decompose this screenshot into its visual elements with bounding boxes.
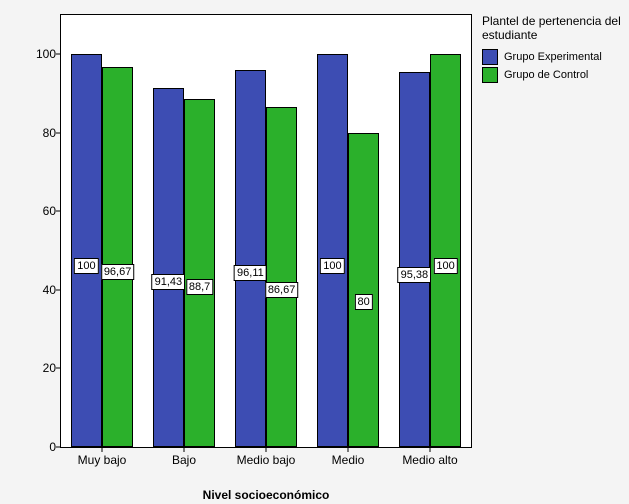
bar-value-label: 100 <box>74 258 98 274</box>
bar-value-label: 88,7 <box>186 279 213 295</box>
y-tick-label: 40 <box>26 283 56 297</box>
bar <box>153 88 184 447</box>
y-tick-mark <box>56 211 61 212</box>
y-tick-mark <box>56 447 61 448</box>
y-tick-label: 0 <box>26 440 56 454</box>
x-tick-label: Medio <box>332 453 365 467</box>
legend-label: Grupo de Control <box>504 69 588 81</box>
legend-item: Grupo Experimental <box>482 49 622 65</box>
bar-value-label: 96,67 <box>101 264 135 280</box>
bar-value-label: 100 <box>320 258 344 274</box>
bar-value-label: 86,67 <box>265 282 299 298</box>
bar <box>184 99 215 447</box>
legend-swatch <box>482 67 498 83</box>
bar-value-label: 95,38 <box>398 267 432 283</box>
legend: Plantel de pertenencia del estudiante Gr… <box>482 14 622 85</box>
bar <box>102 67 133 447</box>
bar <box>348 133 379 447</box>
bar-value-label: 100 <box>433 258 457 274</box>
bar <box>317 54 348 447</box>
x-tick-label: Muy bajo <box>78 453 127 467</box>
x-tick-label: Bajo <box>172 453 196 467</box>
x-tick-mark <box>266 447 267 452</box>
y-tick-mark <box>56 368 61 369</box>
legend-title: Plantel de pertenencia del estudiante <box>482 14 622 43</box>
bar <box>71 54 102 447</box>
bar <box>235 70 266 447</box>
x-tick-label: Medio bajo <box>237 453 296 467</box>
legend-swatch <box>482 49 498 65</box>
plot-area: 020406080100Muy bajo10096,67Bajo91,4388,… <box>60 14 472 448</box>
bar <box>430 54 461 447</box>
x-tick-mark <box>430 447 431 452</box>
legend-item: Grupo de Control <box>482 67 622 83</box>
bar <box>266 107 297 447</box>
bar-value-label: 96,11 <box>234 265 267 281</box>
y-tick-label: 100 <box>26 47 56 61</box>
y-tick-mark <box>56 132 61 133</box>
bar-value-label: 80 <box>354 294 372 310</box>
chart-container: Media Calificaciones en la materia de in… <box>0 0 629 504</box>
y-tick-label: 20 <box>26 361 56 375</box>
legend-label: Grupo Experimental <box>504 51 602 63</box>
x-tick-mark <box>184 447 185 452</box>
y-tick-label: 80 <box>26 126 56 140</box>
x-tick-mark <box>102 447 103 452</box>
x-tick-label: Medio alto <box>402 453 457 467</box>
x-axis-title: Nivel socioeconómico <box>203 488 330 502</box>
y-tick-mark <box>56 289 61 290</box>
bar-value-label: 91,43 <box>152 274 186 290</box>
x-tick-mark <box>348 447 349 452</box>
bar <box>399 72 430 447</box>
y-tick-mark <box>56 54 61 55</box>
y-tick-label: 60 <box>26 204 56 218</box>
